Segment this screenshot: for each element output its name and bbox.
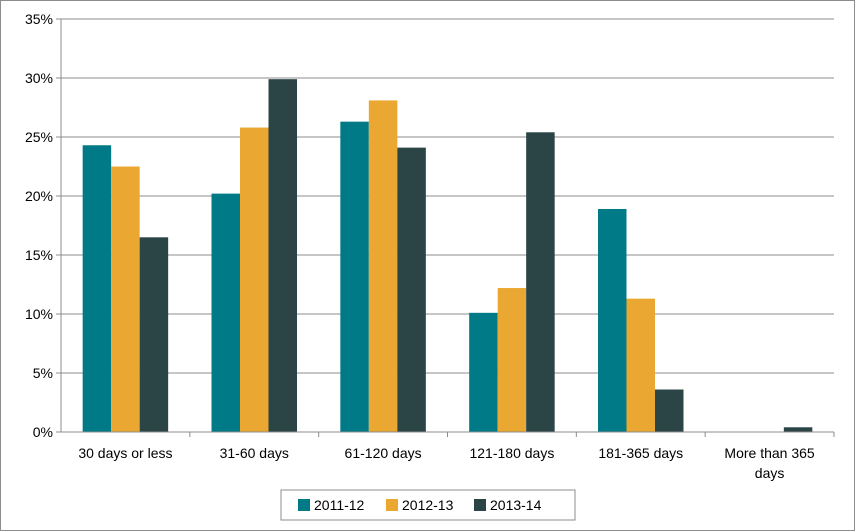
bars bbox=[82, 79, 813, 433]
x-tick-label: 30 days or less bbox=[78, 445, 172, 461]
bar-2013-14-cat1 bbox=[268, 79, 297, 433]
legend-label: 2013-14 bbox=[490, 497, 542, 513]
x-tick-label: 121-180 days bbox=[469, 445, 554, 461]
bar-2013-14-cat4 bbox=[655, 389, 684, 432]
legend-swatch-2012-13 bbox=[386, 499, 398, 511]
legend-swatch-2013-14 bbox=[474, 499, 486, 511]
y-tick-label: 20% bbox=[25, 188, 53, 204]
bar-2012-13-cat0 bbox=[111, 166, 140, 432]
y-tick-label: 30% bbox=[25, 70, 53, 86]
y-tick-label: 5% bbox=[33, 365, 53, 381]
bar-2011-12-cat0 bbox=[82, 145, 112, 432]
legend: 2011-12 2012-13 2013-14 bbox=[280, 489, 576, 521]
x-tick-label: days bbox=[755, 465, 785, 481]
y-tick-label: 25% bbox=[25, 129, 53, 145]
x-tick-label: 181-365 days bbox=[598, 445, 683, 461]
bar-2012-13-cat2 bbox=[368, 100, 398, 433]
y-axis: 0% 5% 10% 15% 20% 25% 30% 35% bbox=[25, 11, 62, 440]
bar-2011-12-cat2 bbox=[340, 121, 369, 432]
legend-label: 2012-13 bbox=[402, 497, 454, 513]
bar-2011-12-cat1 bbox=[211, 193, 240, 432]
x-axis: 30 days or less 31-60 days 61-120 days 121-… bbox=[61, 431, 835, 481]
legend-swatch-2011-12 bbox=[298, 499, 310, 511]
x-tick-label: 31-60 days bbox=[220, 445, 289, 461]
y-tick-label: 15% bbox=[25, 247, 53, 263]
bar-2011-12-cat3 bbox=[469, 312, 498, 432]
legend-label: 2011-12 bbox=[314, 497, 365, 513]
bar-2013-14-cat0 bbox=[139, 237, 169, 432]
gridlines bbox=[61, 18, 834, 374]
y-tick-label: 35% bbox=[25, 11, 53, 27]
y-tick-label: 0% bbox=[33, 424, 53, 440]
legend-box bbox=[280, 489, 576, 521]
bar-2013-14-cat5 bbox=[783, 427, 813, 432]
bar-2013-14-cat2 bbox=[397, 147, 426, 432]
y-tick-label: 10% bbox=[25, 306, 53, 322]
x-tick-label: More than 365 bbox=[724, 445, 814, 461]
bar-2011-12-cat4 bbox=[598, 208, 627, 432]
bar-2012-13-cat3 bbox=[497, 288, 527, 432]
bar-2013-14-cat3 bbox=[526, 132, 555, 432]
x-tick-label: 61-120 days bbox=[345, 445, 422, 461]
bar-2012-13-cat4 bbox=[626, 298, 655, 432]
bar-2012-13-cat1 bbox=[240, 127, 269, 432]
